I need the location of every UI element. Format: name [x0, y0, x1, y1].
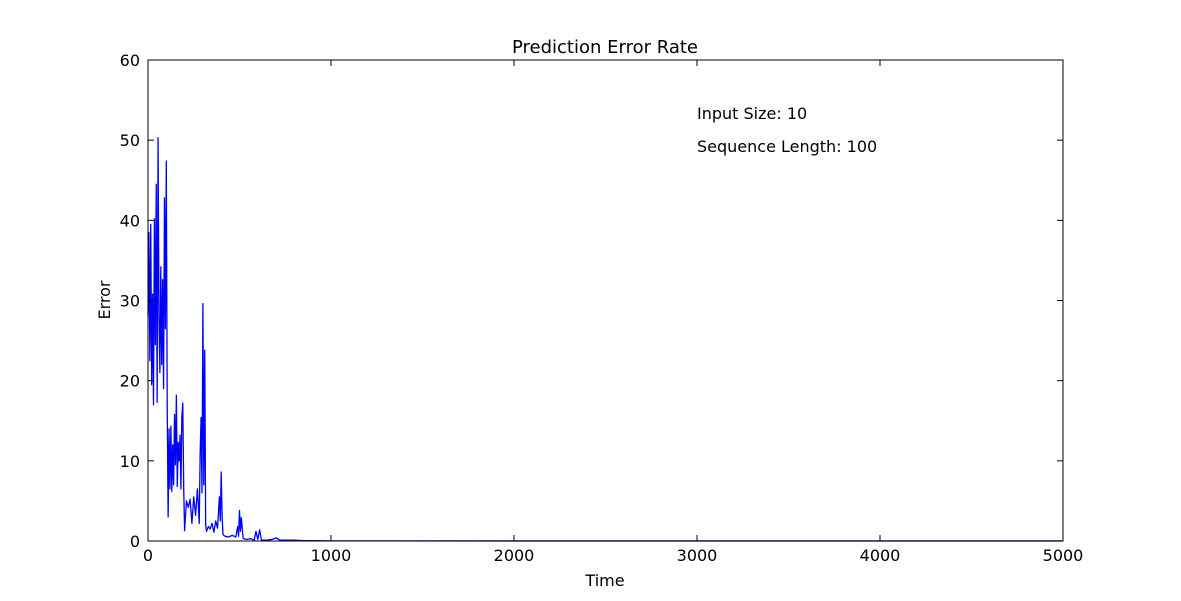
series-layer — [147, 137, 1063, 542]
series-line-0 — [147, 137, 1063, 542]
chart-title: Prediction Error Rate — [512, 37, 698, 58]
y-tick-label: 10 — [120, 452, 140, 471]
y-tick-label: 60 — [120, 51, 140, 70]
y-tick-label: 50 — [120, 131, 140, 150]
y-tick-label: 40 — [120, 211, 140, 230]
y-tick-label: 0 — [130, 532, 140, 551]
annotation-sequence-length: Sequence Length: 100 — [697, 137, 877, 156]
x-tick-label: 5000 — [1043, 546, 1084, 565]
plot-frame — [147, 59, 1064, 542]
y-axis-label: Error — [95, 280, 114, 319]
ticks-layer: 0 1000 2000 3000 4000 5000 0 10 20 30 40 50 60 — [120, 51, 1084, 565]
x-axis-label: Time — [584, 571, 624, 590]
x-tick-label: 1000 — [311, 546, 352, 565]
x-tick-label: 2000 — [494, 546, 535, 565]
annotation-input-size: Input Size: 10 — [697, 104, 807, 123]
x-tick-label: 0 — [143, 546, 153, 565]
y-tick-label: 20 — [120, 372, 140, 391]
x-tick-label: 4000 — [860, 546, 901, 565]
y-tick-label: 30 — [120, 292, 140, 311]
x-tick-label: 3000 — [677, 546, 718, 565]
